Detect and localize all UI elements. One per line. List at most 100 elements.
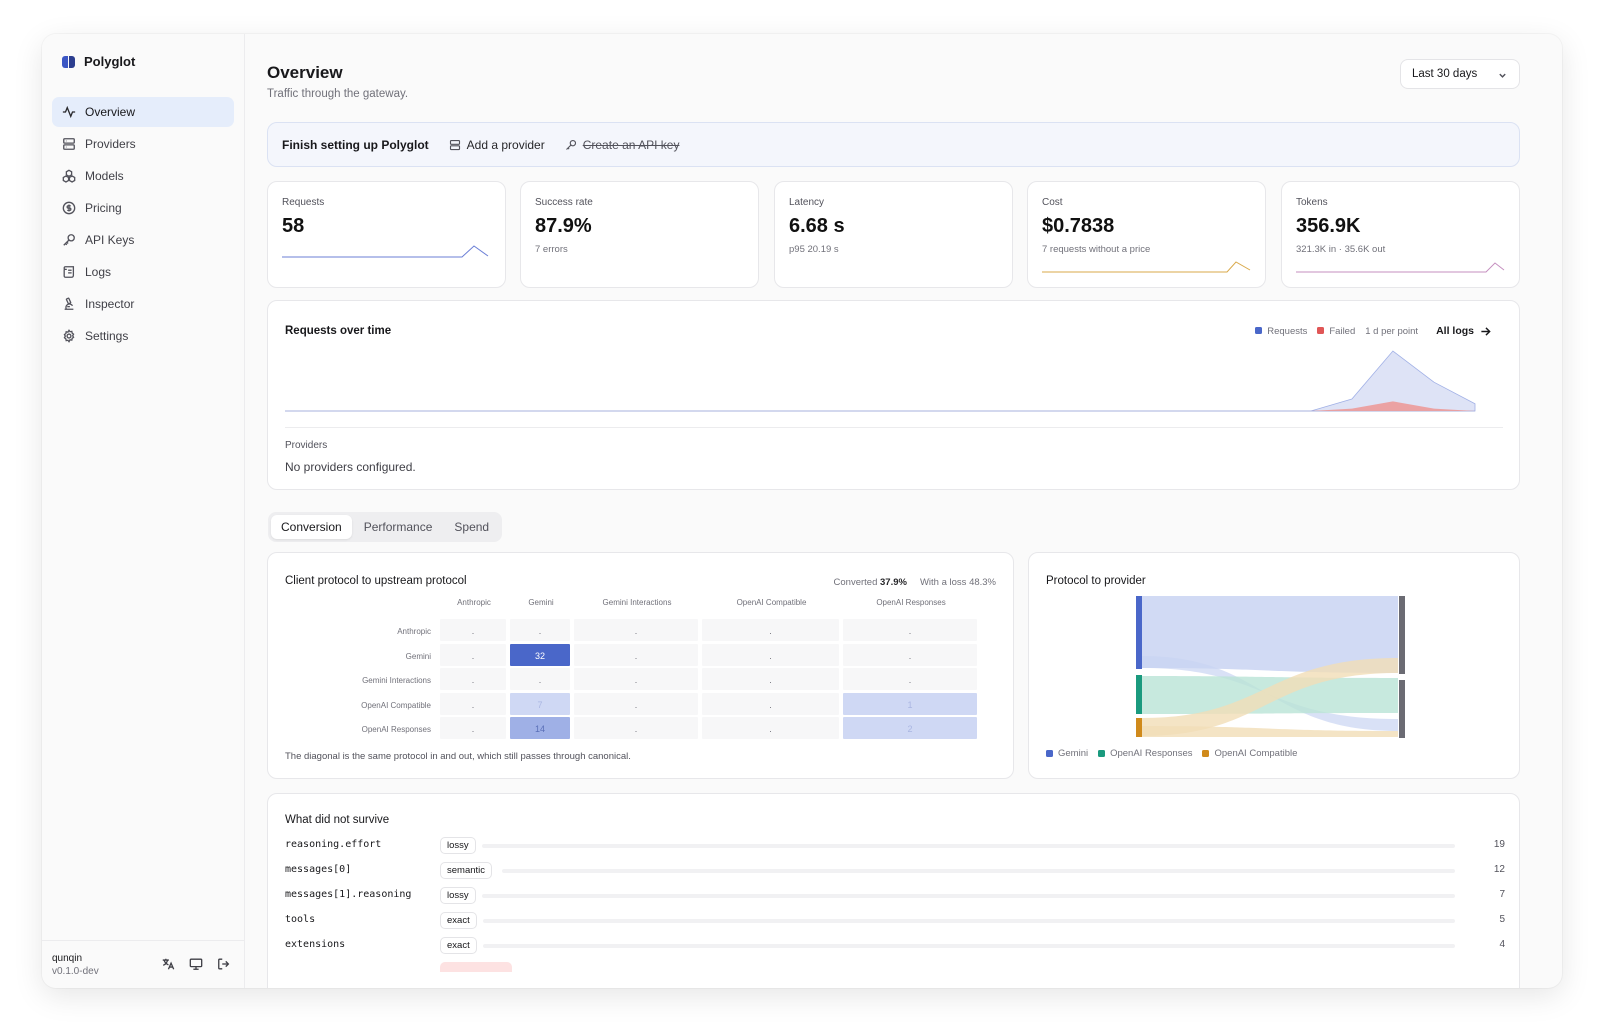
sidebar-item-api-keys[interactable]: API Keys bbox=[52, 225, 234, 255]
heatmap-value: . bbox=[539, 626, 542, 636]
stat-card-tokens[interactable]: Tokens 356.9K 321.3K in · 35.6K out bbox=[1281, 181, 1520, 288]
loss-bar-track bbox=[482, 894, 1455, 898]
row-header: Gemini Interactions bbox=[362, 676, 431, 685]
loss-field: messages[0] bbox=[285, 864, 352, 875]
sidebar-item-pricing[interactable]: Pricing bbox=[52, 193, 234, 223]
heatmap-cell bbox=[843, 668, 977, 690]
loss-bar-track bbox=[502, 869, 1455, 873]
loss-kind-badge: exact bbox=[440, 937, 477, 954]
heatmap-value: . bbox=[472, 724, 475, 734]
conversion-summary: Converted 37.9% With a loss 48.3% bbox=[833, 577, 996, 588]
loss-count: 7 bbox=[1499, 889, 1505, 900]
tab-performance[interactable]: Performance bbox=[363, 520, 433, 534]
page-title: Overview bbox=[267, 63, 343, 82]
loss-kind-badge: lossy bbox=[440, 887, 476, 904]
stat-value: 356.9K bbox=[1296, 215, 1361, 237]
legend-gemini: Gemini bbox=[1046, 748, 1088, 759]
heatmap-cell bbox=[440, 644, 506, 666]
requests-over-time-card: Requests over time Requests Failed 1 d p… bbox=[267, 300, 1520, 490]
heatmap-value: . bbox=[909, 675, 912, 685]
heatmap-cell bbox=[702, 717, 839, 739]
tokens-sparkline bbox=[1296, 262, 1505, 273]
main-content: Overview Traffic through the gateway. La… bbox=[267, 34, 1562, 988]
stat-value: 58 bbox=[282, 215, 305, 237]
stat-sub: 7 errors bbox=[535, 244, 568, 255]
date-range-select[interactable]: Last 30 days bbox=[1400, 59, 1520, 89]
legend-requests: Requests bbox=[1255, 326, 1307, 337]
chart-legend: Requests Failed 1 d per point All logs bbox=[1255, 325, 1491, 337]
setup-title: Finish setting up Polyglot bbox=[282, 137, 429, 152]
heatmap-cell bbox=[510, 668, 570, 690]
sidebar-item-settings[interactable]: Settings bbox=[52, 321, 234, 351]
stat-card-cost[interactable]: Cost $0.7838 7 requests without a price bbox=[1027, 181, 1266, 288]
stat-label: Tokens bbox=[1296, 197, 1328, 208]
server-icon bbox=[63, 138, 75, 150]
heatmap-cell bbox=[510, 619, 570, 641]
boxes-icon bbox=[62, 169, 76, 183]
column-header: Gemini bbox=[528, 598, 554, 607]
stat-card-requests[interactable]: Requests 58 bbox=[267, 181, 506, 288]
stat-sub: p95 20.19 s bbox=[789, 244, 839, 255]
loss-row: tools exact 5 bbox=[285, 911, 1505, 931]
heatmap-value: . bbox=[769, 675, 772, 685]
chart-title: Requests over time bbox=[285, 325, 392, 337]
logout-icon[interactable] bbox=[217, 957, 231, 971]
protocol-sankey-diagram bbox=[1136, 596, 1405, 738]
tab-conversion[interactable]: Conversion bbox=[271, 515, 352, 539]
sidebar-item-label: Overview bbox=[85, 105, 136, 119]
heatmap-value: . bbox=[769, 724, 772, 734]
loss-row: reasoning.effort lossy 19 bbox=[285, 836, 1505, 856]
loss-kind-badge: semantic bbox=[440, 862, 493, 879]
heatmap-cell bbox=[574, 619, 698, 641]
loss-count: 4 bbox=[1499, 939, 1505, 950]
column-header: Anthropic bbox=[457, 598, 491, 607]
all-logs-link[interactable]: All logs bbox=[1436, 325, 1491, 337]
protocol-to-provider-card: Protocol to provider Gemini OpenAI Respo… bbox=[1028, 552, 1520, 779]
sidebar-item-providers[interactable]: Providers bbox=[52, 129, 234, 159]
heatmap-value: . bbox=[909, 651, 912, 661]
heatmap-value: . bbox=[472, 700, 475, 710]
heatmap-cell bbox=[574, 644, 698, 666]
sidebar-item-label: Inspector bbox=[85, 297, 135, 311]
legend-openai-responses: OpenAI Responses bbox=[1098, 748, 1192, 759]
loss-bar-track bbox=[483, 944, 1455, 948]
sidebar-item-label: Logs bbox=[85, 265, 112, 279]
row-header: Anthropic bbox=[397, 627, 431, 636]
brand[interactable]: Polyglot bbox=[62, 54, 135, 69]
loss-row: messages[0] semantic 12 bbox=[285, 861, 1505, 881]
loss-field: tools bbox=[285, 914, 316, 925]
node-provider-top bbox=[1399, 596, 1405, 674]
legend-failed: Failed bbox=[1317, 326, 1355, 337]
loss-row: messages[1].reasoning lossy 7 bbox=[285, 886, 1505, 906]
arrow-right-icon bbox=[1481, 326, 1491, 336]
sidebar-item-models[interactable]: Models bbox=[52, 161, 234, 191]
conversion-matrix-card: Client protocol to upstream protocol Con… bbox=[267, 552, 1014, 779]
loss-count: 19 bbox=[1493, 839, 1505, 850]
heatmap-cell bbox=[702, 644, 839, 666]
stat-card-latency[interactable]: Latency 6.68 s p95 20.19 s bbox=[774, 181, 1013, 288]
create-api-key-link[interactable]: Create an API key bbox=[565, 138, 679, 152]
heatmap-cell bbox=[510, 644, 570, 666]
brand-name: Polyglot bbox=[84, 54, 136, 69]
heatmap-cell bbox=[510, 693, 570, 715]
date-range-value: Last 30 days bbox=[1412, 68, 1478, 80]
heatmap-cell bbox=[843, 717, 977, 739]
column-header: OpenAI Responses bbox=[876, 598, 945, 607]
stat-card-success-rate[interactable]: Success rate 87.9% 7 errors bbox=[520, 181, 759, 288]
heatmap-cell bbox=[440, 619, 506, 641]
sidebar-item-label: Pricing bbox=[85, 201, 122, 215]
add-provider-link[interactable]: Add a provider bbox=[449, 138, 545, 152]
heatmap-cell bbox=[702, 619, 839, 641]
sidebar-item-logs[interactable]: Logs bbox=[52, 257, 234, 287]
node-gemini bbox=[1136, 596, 1142, 669]
node-openai-responses bbox=[1136, 675, 1142, 714]
tab-spend[interactable]: Spend bbox=[454, 520, 490, 534]
monitor-icon[interactable] bbox=[189, 957, 203, 971]
translate-icon[interactable] bbox=[161, 957, 175, 971]
column-header: OpenAI Compatible bbox=[737, 598, 807, 607]
loss-count: 5 bbox=[1499, 914, 1505, 925]
sidebar-item-inspector[interactable]: Inspector bbox=[52, 289, 234, 319]
stat-sub: 7 requests without a price bbox=[1042, 244, 1151, 255]
sidebar-item-overview[interactable]: Overview bbox=[52, 97, 234, 127]
heatmap-value: 1 bbox=[907, 700, 912, 710]
